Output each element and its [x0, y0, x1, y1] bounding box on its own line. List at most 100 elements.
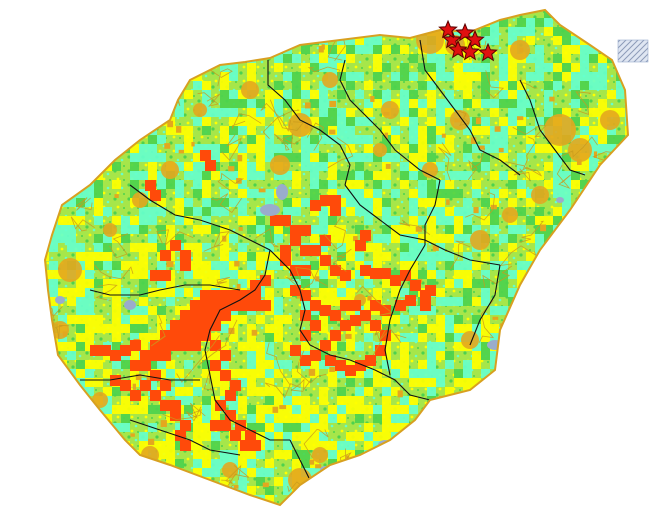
land-cell: [355, 180, 364, 189]
land-cell: [589, 279, 598, 288]
land-cell: [580, 369, 589, 378]
land-cell: [436, 180, 445, 189]
land-cell: [634, 189, 643, 198]
road-segment: [450, 240, 471, 270]
land-cell: [166, 90, 175, 99]
land-cell: [436, 63, 445, 72]
land-cell: [562, 72, 571, 81]
road-segment: [478, 300, 495, 343]
land-cell: [193, 180, 202, 189]
land-cell: [562, 54, 571, 63]
high-cell: [300, 225, 311, 236]
land-cell: [544, 279, 553, 288]
land-cell: [67, 477, 76, 486]
urban-speck: [415, 226, 422, 232]
land-cell: [121, 396, 130, 405]
land-cell: [58, 0, 67, 9]
land-cell: [535, 279, 544, 288]
land-cell: [76, 315, 85, 324]
land-cell: [589, 504, 598, 505]
land-cell: [544, 225, 553, 234]
land-cell: [427, 405, 436, 414]
land-cell: [625, 252, 628, 261]
urban-speck: [611, 249, 618, 253]
land-cell: [364, 297, 373, 306]
land-cell: [337, 441, 346, 450]
land-cell: [391, 315, 400, 324]
land-cell: [310, 261, 319, 270]
land-cell: [85, 108, 94, 117]
land-cell: [355, 72, 364, 81]
land-cell: [499, 10, 508, 18]
land-cell: [580, 10, 589, 18]
land-cell: [481, 162, 490, 171]
land-cell: [310, 54, 319, 63]
road-segment: [282, 133, 301, 149]
land-cell: [598, 198, 607, 207]
urban-speck: [595, 289, 599, 293]
land-cell: [553, 369, 562, 378]
land-cell: [346, 171, 355, 180]
high-cell: [190, 320, 201, 331]
high-cell: [190, 340, 201, 351]
land-cell: [445, 90, 454, 99]
land-cell: [337, 405, 346, 414]
land-cell: [463, 99, 472, 108]
land-cell: [49, 288, 58, 297]
land-cell: [76, 342, 85, 351]
high-cell: [120, 380, 131, 391]
land-cell: [301, 27, 310, 36]
land-cell: [319, 324, 328, 333]
land-cell: [454, 369, 463, 378]
land-cell: [247, 414, 256, 423]
urban-speck: [253, 39, 257, 43]
land-cell: [247, 333, 256, 342]
land-cell: [337, 135, 346, 144]
land-cell: [130, 306, 139, 315]
land-cell: [220, 225, 229, 234]
urban-patch: [58, 258, 82, 282]
land-cell: [157, 306, 166, 315]
land-cell: [553, 72, 562, 81]
land-cell: [526, 306, 535, 315]
high-cell: [210, 320, 221, 331]
land-cell: [139, 288, 148, 297]
high-cell: [330, 205, 341, 216]
land-cell: [346, 153, 355, 162]
land-cell: [490, 99, 499, 108]
land-cell: [427, 279, 436, 288]
land-cell: [391, 270, 400, 279]
land-cell: [121, 225, 130, 234]
land-cell: [553, 36, 562, 45]
urban-speck: [549, 96, 555, 102]
urban-speck: [494, 126, 501, 132]
land-cell: [571, 45, 580, 54]
land-cell: [310, 279, 319, 288]
land-cell: [445, 180, 454, 189]
road-segment: [217, 172, 244, 191]
high-cell: [320, 255, 331, 266]
land-cell: [535, 504, 544, 505]
land-cell: [598, 351, 607, 360]
land-cell: [616, 171, 625, 180]
land-cell: [499, 126, 508, 135]
land-cell: [220, 18, 229, 27]
land-cell: [94, 279, 103, 288]
land-cell: [535, 216, 544, 225]
land-cell: [391, 234, 400, 243]
road-segment: [75, 197, 93, 211]
land-cell: [472, 144, 481, 153]
land-cell: [76, 171, 85, 180]
land-cell: [427, 306, 436, 315]
land-cell: [67, 486, 76, 495]
land-cell: [526, 297, 535, 306]
land-cell: [634, 216, 643, 225]
land-cell: [45, 369, 49, 378]
road-segment: [65, 440, 102, 457]
land-cell: [238, 36, 247, 45]
road-segment: [260, 102, 292, 132]
land-cell: [310, 171, 319, 180]
land-cell: [121, 414, 130, 423]
high-cell: [270, 215, 281, 226]
